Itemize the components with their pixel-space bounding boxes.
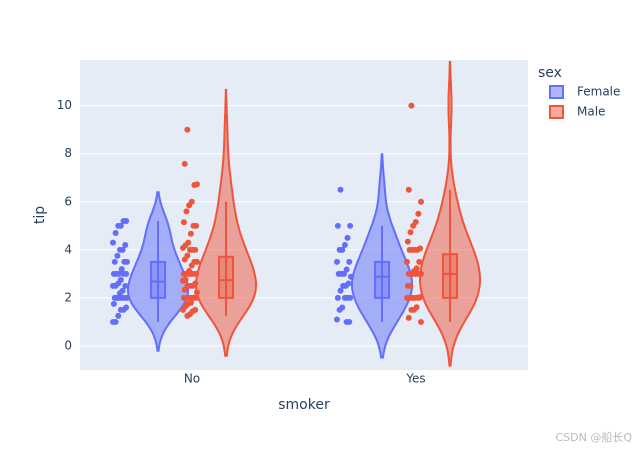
point <box>112 318 119 325</box>
point <box>413 304 420 311</box>
point <box>118 266 125 273</box>
watermark: CSDN @船长Q <box>555 430 632 444</box>
point <box>404 238 411 245</box>
point <box>405 186 412 193</box>
point <box>182 276 189 283</box>
point <box>110 300 117 307</box>
point <box>344 234 351 241</box>
y-tick-label: 10 <box>57 98 72 112</box>
point <box>123 270 130 277</box>
point <box>345 280 352 287</box>
point <box>192 280 199 287</box>
point <box>122 282 129 289</box>
point <box>116 270 123 277</box>
point <box>418 198 424 205</box>
box <box>374 260 390 299</box>
point <box>334 316 340 323</box>
point <box>407 229 414 236</box>
point <box>337 186 344 193</box>
point <box>348 273 354 280</box>
y-tick-label: 8 <box>64 146 72 160</box>
legend-title: sex <box>538 65 562 81</box>
point <box>122 242 129 249</box>
point <box>124 258 130 265</box>
point <box>416 258 423 265</box>
point <box>346 258 353 265</box>
point <box>404 258 410 265</box>
box <box>150 260 166 299</box>
legend-swatch <box>549 85 564 99</box>
point <box>343 266 350 273</box>
point <box>417 294 424 301</box>
point <box>123 218 130 225</box>
x-axis-title: smoker <box>278 397 330 413</box>
legend-label: Male <box>577 105 605 119</box>
box <box>442 253 458 299</box>
point <box>341 270 347 277</box>
y-tick-label: 2 <box>64 290 72 304</box>
point <box>192 306 199 313</box>
point <box>117 276 124 283</box>
point <box>183 208 190 215</box>
point <box>334 294 341 301</box>
point <box>114 252 121 259</box>
point <box>123 304 130 311</box>
point <box>192 246 199 253</box>
point <box>341 242 348 249</box>
point <box>405 314 412 321</box>
box <box>218 255 234 299</box>
point <box>334 258 340 265</box>
point <box>180 219 187 226</box>
point <box>334 222 341 229</box>
point <box>194 289 200 296</box>
point <box>119 246 126 253</box>
point <box>119 287 126 294</box>
point <box>191 294 198 301</box>
point <box>194 258 200 265</box>
point <box>418 318 424 325</box>
point <box>193 270 200 277</box>
point <box>181 160 188 167</box>
point <box>346 318 353 325</box>
point <box>413 265 420 272</box>
point <box>418 270 424 277</box>
y-tick-label: 0 <box>64 338 72 352</box>
point <box>347 294 354 301</box>
point <box>193 222 200 229</box>
point <box>186 267 193 274</box>
point <box>337 287 344 294</box>
point <box>408 102 415 109</box>
point <box>184 252 191 259</box>
point <box>417 245 424 252</box>
y-axis-title: tip <box>32 206 48 224</box>
y-tick-label: 6 <box>64 194 72 208</box>
point <box>111 258 118 265</box>
point <box>187 299 194 306</box>
point <box>412 218 419 225</box>
point <box>185 239 192 246</box>
x-tick-label: No <box>184 372 200 386</box>
point <box>114 294 121 301</box>
point <box>339 246 346 253</box>
point <box>187 230 194 237</box>
point <box>184 126 191 133</box>
point <box>112 230 119 237</box>
point <box>415 210 422 217</box>
point <box>194 181 200 188</box>
point <box>124 294 130 301</box>
point <box>407 282 414 289</box>
point <box>117 222 124 229</box>
point <box>115 312 122 319</box>
point <box>347 222 354 229</box>
x-tick-label: Yes <box>405 372 425 386</box>
point <box>188 198 195 205</box>
y-tick-label: 4 <box>64 242 72 256</box>
legend-swatch <box>549 105 564 119</box>
point <box>339 304 346 311</box>
legend-label: Female <box>577 85 620 99</box>
point <box>110 239 116 246</box>
